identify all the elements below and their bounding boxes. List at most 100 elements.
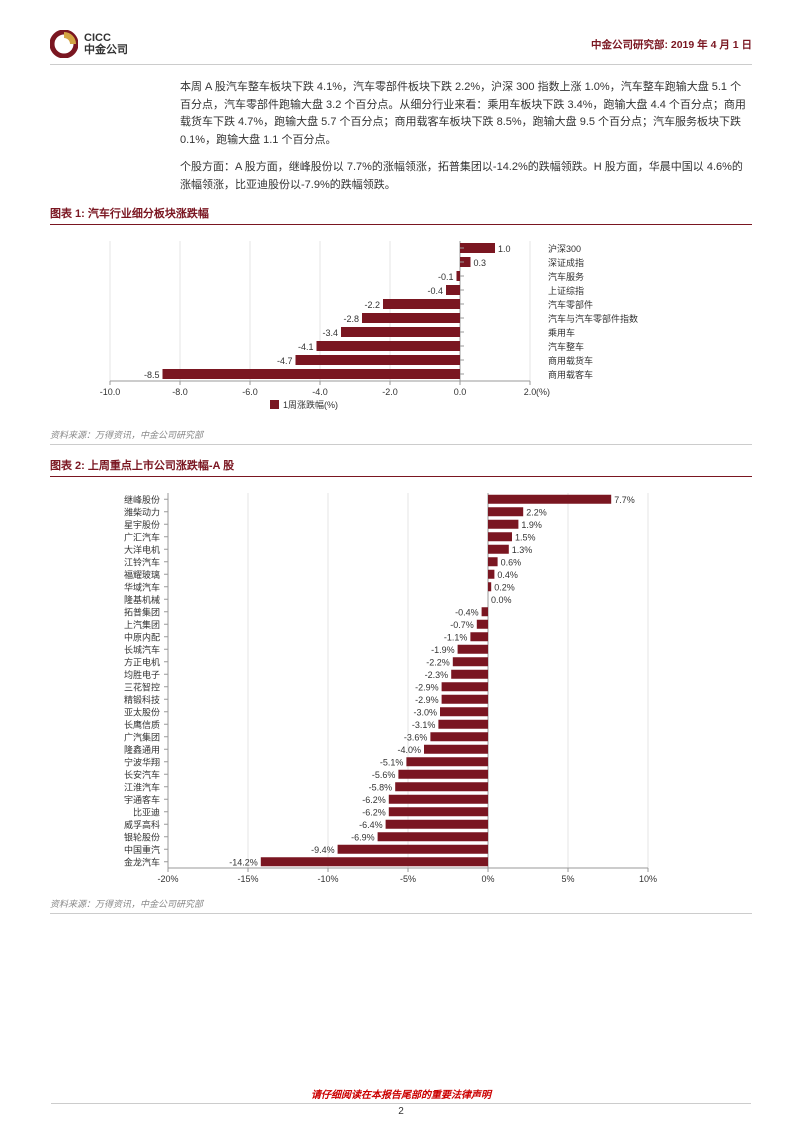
svg-text:1.9%: 1.9%: [521, 519, 542, 529]
svg-text:中国重汽: 中国重汽: [124, 843, 160, 854]
svg-text:-6.4%: -6.4%: [359, 819, 383, 829]
svg-text:江铃汽车: 江铃汽车: [124, 556, 160, 567]
svg-text:长城汽车: 长城汽车: [124, 643, 160, 654]
svg-text:继峰股份: 继峰股份: [124, 493, 160, 504]
svg-text:1.5%: 1.5%: [515, 532, 536, 542]
svg-text:-0.4%: -0.4%: [455, 607, 479, 617]
chart2-bar: [453, 657, 488, 666]
chart1-bar: [460, 243, 495, 253]
svg-text:-6.2%: -6.2%: [362, 807, 386, 817]
chart1-bar: [457, 271, 461, 281]
svg-text:-0.4: -0.4: [427, 286, 443, 296]
svg-text:-2.2: -2.2: [364, 300, 380, 310]
chart1-bar: [446, 285, 460, 295]
svg-text:比亚迪: 比亚迪: [133, 806, 160, 817]
svg-text:-5.6%: -5.6%: [372, 769, 396, 779]
svg-text:-4.0: -4.0: [312, 387, 328, 397]
page-footer: 请仔细阅读在本报告尾部的重要法律声明 2: [0, 1086, 802, 1117]
svg-text:-3.6%: -3.6%: [404, 732, 428, 742]
svg-text:-5.8%: -5.8%: [369, 782, 393, 792]
body-paragraph-2: 个股方面：A 股方面，继峰股份以 7.7%的涨幅领涨，拓普集团以-14.2%的跌…: [180, 159, 752, 194]
svg-text:-4.0%: -4.0%: [397, 744, 421, 754]
svg-text:上汽集团: 上汽集团: [124, 618, 160, 629]
svg-text:2.2%: 2.2%: [526, 507, 547, 517]
svg-text:2.0: 2.0: [524, 387, 537, 397]
svg-text:中原内配: 中原内配: [124, 631, 160, 642]
svg-text:-3.0%: -3.0%: [413, 707, 437, 717]
svg-text:-2.2%: -2.2%: [426, 657, 450, 667]
svg-text:0.3: 0.3: [474, 258, 487, 268]
chart2-bar: [440, 707, 488, 716]
chart1-source: 资料来源：万得资讯，中金公司研究部: [50, 428, 752, 445]
svg-text:沪深300: 沪深300: [548, 243, 581, 254]
svg-text:-15%: -15%: [237, 874, 258, 884]
svg-text:-10%: -10%: [317, 874, 338, 884]
svg-text:-4.7: -4.7: [277, 356, 293, 366]
svg-text:-1.9%: -1.9%: [431, 644, 455, 654]
svg-text:大洋电机: 大洋电机: [124, 543, 160, 554]
svg-text:-1.1%: -1.1%: [444, 632, 468, 642]
chart2-bar: [470, 632, 488, 641]
logo: CICC 中金公司: [50, 30, 128, 58]
chart2-bar: [389, 794, 488, 803]
chart1-svg: -10.0 -8.0 -6.0 -4.0 -2.0 0.0 2.0(%) 1.0 沪深300 0.…: [90, 233, 680, 421]
svg-text:-10.0: -10.0: [100, 387, 121, 397]
chart1-bar: [383, 299, 460, 309]
chart2-bar: [406, 757, 488, 766]
svg-text:-9.4%: -9.4%: [311, 844, 335, 854]
chart2-bar: [424, 744, 488, 753]
chart2-bar: [442, 694, 488, 703]
svg-text:均胜电子: 均胜电子: [124, 668, 160, 679]
page-header: CICC 中金公司 中金公司研究部: 2019 年 4 月 1 日: [50, 30, 752, 65]
svg-text:汽车整车: 汽车整车: [548, 341, 584, 352]
chart1-bar: [341, 327, 460, 337]
logo-text-cn: 中金公司: [84, 44, 128, 56]
svg-text:上证综指: 上证综指: [548, 285, 584, 296]
chart2-bar: [488, 582, 491, 591]
svg-text:7.7%: 7.7%: [614, 494, 635, 504]
chart2-bar: [395, 782, 488, 791]
svg-text:-14.2%: -14.2%: [229, 857, 258, 867]
svg-text:潍柴动力: 潍柴动力: [124, 506, 160, 517]
svg-text:-6.0: -6.0: [242, 387, 258, 397]
chart2-bar: [488, 569, 494, 578]
svg-text:三花智控: 三花智控: [124, 681, 160, 692]
svg-text:-3.1%: -3.1%: [412, 719, 436, 729]
chart1-container: -10.0 -8.0 -6.0 -4.0 -2.0 0.0 2.0(%) 1.0 沪深300 0.…: [90, 233, 752, 424]
chart2-bar: [398, 769, 488, 778]
chart1-bar: [362, 313, 460, 323]
cicc-logo-icon: [50, 30, 78, 58]
svg-text:0.0: 0.0: [454, 387, 467, 397]
svg-text:0%: 0%: [481, 874, 494, 884]
svg-text:福耀玻璃: 福耀玻璃: [124, 568, 160, 579]
chart2-title: 图表 2: 上周重点上市公司涨跌幅-A 股: [50, 457, 752, 477]
chart2-bar: [389, 807, 488, 816]
svg-text:1.0: 1.0: [498, 244, 511, 254]
chart2-bar: [386, 819, 488, 828]
header-dept: 中金公司研究部:: [591, 39, 668, 51]
svg-text:-6.2%: -6.2%: [362, 794, 386, 804]
svg-text:-2.8: -2.8: [343, 314, 359, 324]
svg-text:-8.5: -8.5: [144, 370, 160, 380]
svg-text:-8.0: -8.0: [172, 387, 188, 397]
chart2-container: -20%-15%-10%-5%0%5%10%7.7%继峰股份2.2%潍柴动力1.…: [90, 485, 752, 893]
header-right: 中金公司研究部: 2019 年 4 月 1 日: [591, 37, 752, 52]
chart2-source: 资料来源：万得资讯，中金公司研究部: [50, 897, 752, 914]
logo-text-en: CICC: [84, 32, 128, 44]
chart2-bar: [378, 832, 488, 841]
svg-text:5%: 5%: [561, 874, 574, 884]
svg-text:宇通客车: 宇通客车: [124, 793, 160, 804]
chart2-bar: [482, 607, 488, 616]
chart1-bar: [296, 355, 461, 365]
svg-text:1.3%: 1.3%: [512, 544, 533, 554]
chart2-bar: [477, 619, 488, 628]
chart2-bar: [488, 494, 611, 503]
svg-text:-2.0: -2.0: [382, 387, 398, 397]
svg-text:汽车与汽车零部件指数: 汽车与汽车零部件指数: [548, 313, 638, 324]
svg-text:(%): (%): [536, 387, 550, 397]
chart2-bar: [488, 519, 518, 528]
svg-text:广汽集团: 广汽集团: [124, 731, 160, 742]
svg-text:长安汽车: 长安汽车: [124, 768, 160, 779]
chart2-bar: [261, 857, 488, 866]
svg-text:隆鑫通用: 隆鑫通用: [124, 743, 160, 754]
